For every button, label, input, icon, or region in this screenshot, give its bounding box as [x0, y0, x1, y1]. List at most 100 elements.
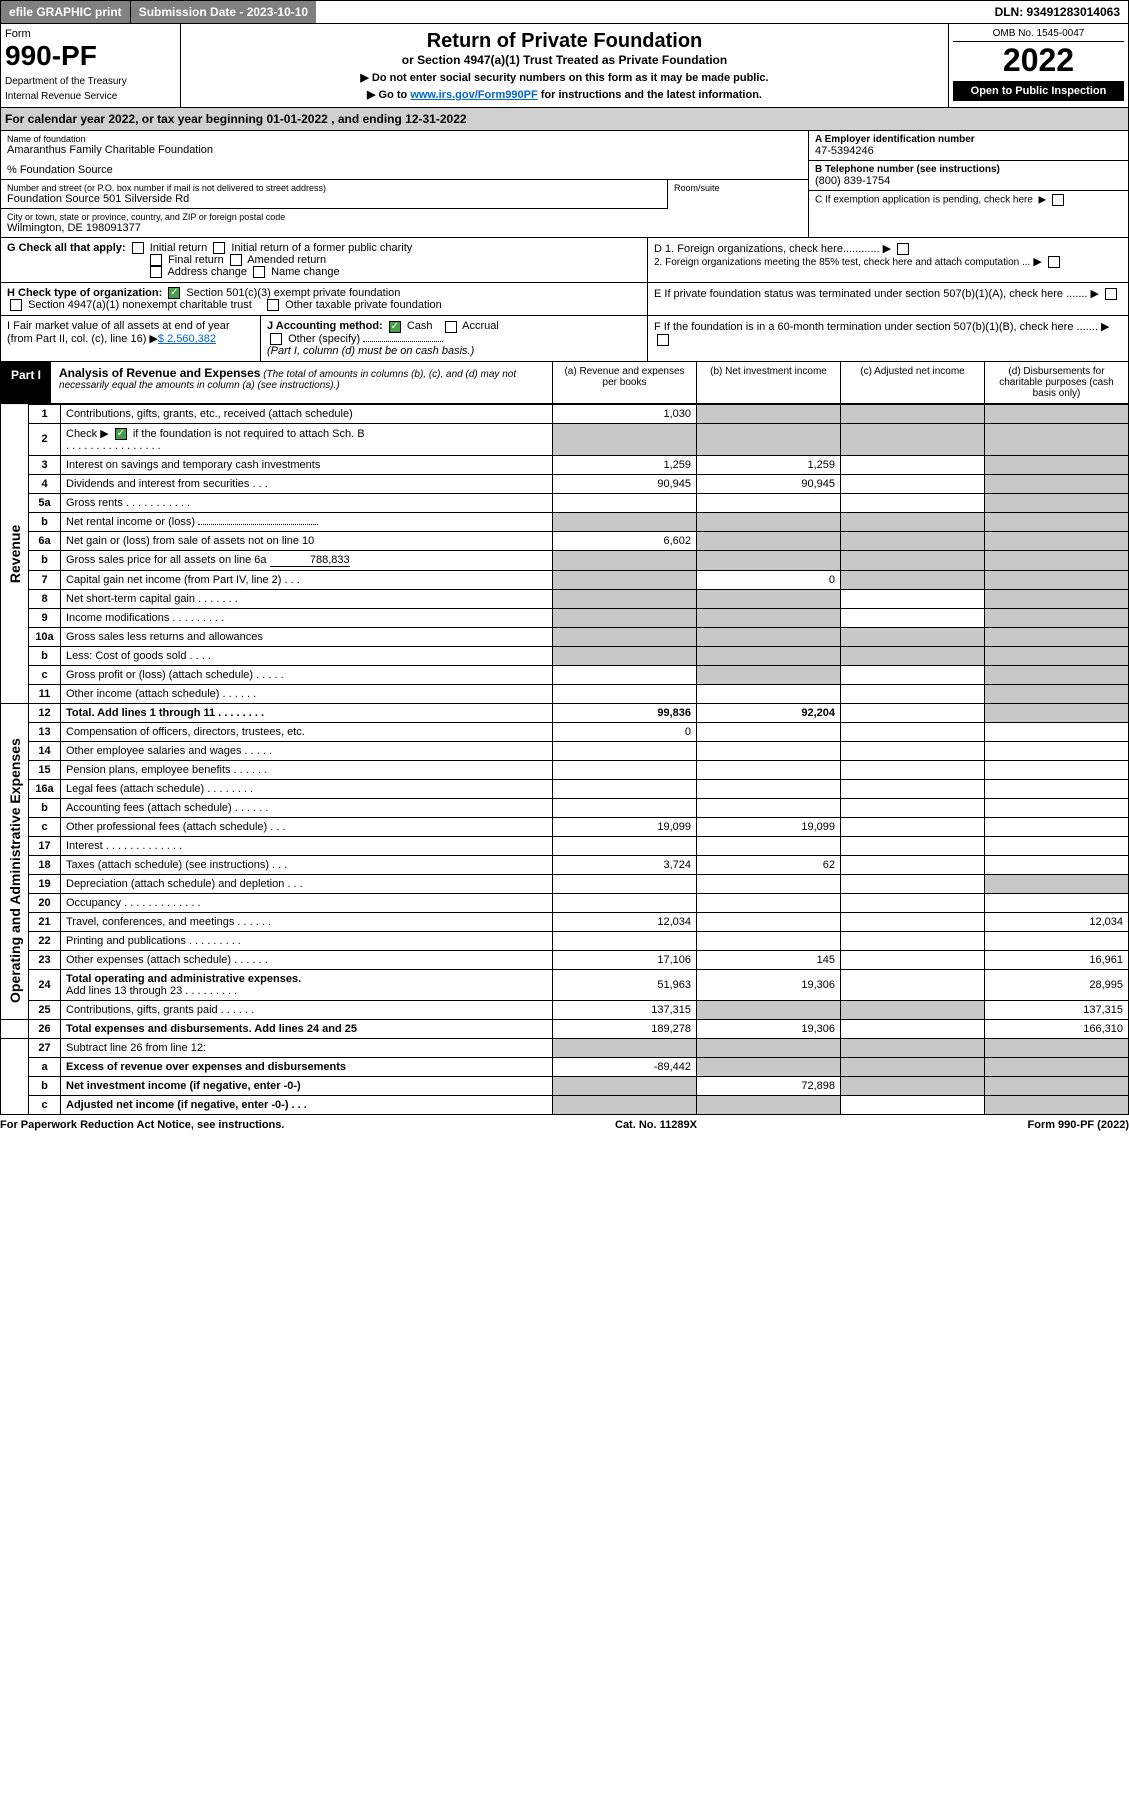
table-row: 23Other expenses (attach schedule) . . .… [1, 950, 1129, 969]
table-row: 2 Check ▶ if the foundation is not requi… [1, 423, 1129, 455]
table-row: bLess: Cost of goods sold . . . . [1, 646, 1129, 665]
j-other-checkbox[interactable] [270, 333, 282, 345]
j-cash-checkbox[interactable] [389, 321, 401, 333]
table-row: 18Taxes (attach schedule) (see instructi… [1, 855, 1129, 874]
part1-table: Revenue 1 Contributions, gifts, grants, … [0, 404, 1129, 1115]
part1-header: Part I Analysis of Revenue and Expenses … [0, 362, 1129, 404]
top-bar: efile GRAPHIC print Submission Date - 20… [0, 0, 1129, 24]
c-exemption-label: C If exemption application is pending, c… [815, 195, 1033, 206]
col-b-header: (b) Net investment income [696, 362, 840, 403]
d2-checkbox[interactable] [1048, 256, 1060, 268]
h-other-checkbox[interactable] [267, 299, 279, 311]
schb-checkbox[interactable] [115, 428, 127, 440]
table-row: 6aNet gain or (loss) from sale of assets… [1, 531, 1129, 550]
g-initial-checkbox[interactable] [132, 242, 144, 254]
part1-label: Part I [1, 362, 51, 403]
irs-label: Internal Revenue Service [5, 91, 176, 102]
care-of: % Foundation Source [7, 164, 802, 176]
table-row: 3Interest on savings and temporary cash … [1, 455, 1129, 474]
submission-date: Submission Date - 2023-10-10 [131, 1, 316, 23]
form990pf-link[interactable]: www.irs.gov/Form990PF [410, 89, 537, 101]
table-row: cOther professional fees (attach schedul… [1, 817, 1129, 836]
section-h-row: H Check type of organization: Section 50… [0, 283, 1129, 316]
phone-value: (800) 839-1754 [815, 175, 1122, 187]
form-header: Form 990-PF Department of the Treasury I… [0, 24, 1129, 108]
section-g-row: G Check all that apply: Initial return I… [0, 238, 1129, 283]
table-row: bGross sales price for all assets on lin… [1, 550, 1129, 570]
j-label: J Accounting method: [267, 320, 383, 332]
table-row: bNet rental income or (loss) [1, 512, 1129, 531]
ein-label: A Employer identification number [815, 134, 1122, 145]
paperwork-notice: For Paperwork Reduction Act Notice, see … [0, 1119, 284, 1131]
col-c-header: (c) Adjusted net income [840, 362, 984, 403]
g-addr-checkbox[interactable] [150, 266, 162, 278]
room-label: Room/suite [674, 183, 802, 193]
efile-print-btn[interactable]: efile GRAPHIC print [1, 1, 131, 23]
h-4947-checkbox[interactable] [10, 299, 22, 311]
table-row: 4Dividends and interest from securities … [1, 474, 1129, 493]
table-row: 14Other employee salaries and wages . . … [1, 741, 1129, 760]
form-number: 990-PF [5, 40, 176, 72]
j-accrual-checkbox[interactable] [445, 321, 457, 333]
d1-checkbox[interactable] [897, 243, 909, 255]
g-amended-checkbox[interactable] [230, 254, 242, 266]
table-row: 7Capital gain net income (from Part IV, … [1, 570, 1129, 589]
g-label: G Check all that apply: [7, 242, 126, 254]
table-row: bAccounting fees (attach schedule) . . .… [1, 798, 1129, 817]
f-checkbox[interactable] [657, 334, 669, 346]
g-name-checkbox[interactable] [253, 266, 265, 278]
part1-title: Analysis of Revenue and Expenses [59, 366, 260, 380]
table-row: 21Travel, conferences, and meetings . . … [1, 912, 1129, 931]
calendar-year-line: For calendar year 2022, or tax year begi… [0, 108, 1129, 131]
d1-label: D 1. Foreign organizations, check here..… [654, 243, 880, 255]
table-row: 17Interest . . . . . . . . . . . . . [1, 836, 1129, 855]
street-address: Foundation Source 501 Silverside Rd [7, 193, 661, 205]
f-label: F If the foundation is in a 60-month ter… [654, 321, 1098, 333]
dln: DLN: 93491283014063 [987, 1, 1128, 23]
info-grid: Name of foundation Amaranthus Family Cha… [0, 131, 1129, 238]
i-value-link[interactable]: $ 2,560,382 [158, 333, 216, 345]
name-label: Name of foundation [7, 134, 802, 144]
table-row: 12Total. Add lines 1 through 11 . . . . … [1, 703, 1129, 722]
table-row: 26Total expenses and disbursements. Add … [1, 1019, 1129, 1038]
ein-value: 47-5394246 [815, 145, 1122, 157]
form-label: Form [5, 28, 176, 40]
form-subtitle: or Section 4947(a)(1) Trust Treated as P… [187, 53, 942, 67]
table-row: 20Occupancy . . . . . . . . . . . . . [1, 893, 1129, 912]
cat-no: Cat. No. 11289X [615, 1119, 697, 1131]
table-row: 25Contributions, gifts, grants paid . . … [1, 1000, 1129, 1019]
table-row: Operating and Administrative Expenses 13… [1, 722, 1129, 741]
table-row: 19Depreciation (attach schedule) and dep… [1, 874, 1129, 893]
table-row: 22Printing and publications . . . . . . … [1, 931, 1129, 950]
table-row: 24Total operating and administrative exp… [1, 969, 1129, 1000]
e-checkbox[interactable] [1105, 288, 1117, 300]
city-label: City or town, state or province, country… [7, 212, 802, 222]
table-row: 8Net short-term capital gain . . . . . .… [1, 589, 1129, 608]
h-501c3-checkbox[interactable] [168, 287, 180, 299]
d2-label: 2. Foreign organizations meeting the 85%… [654, 257, 1030, 268]
table-row: 10aGross sales less returns and allowanc… [1, 627, 1129, 646]
form-title: Return of Private Foundation [187, 30, 942, 53]
goto-note: ▶ Go to www.irs.gov/Form990PF for instru… [187, 88, 942, 101]
table-row: 5aGross rents . . . . . . . . . . . [1, 493, 1129, 512]
expenses-side-label: Operating and Administrative Expenses [1, 722, 29, 1019]
page-footer: For Paperwork Reduction Act Notice, see … [0, 1115, 1129, 1135]
tax-year: 2022 [953, 42, 1124, 79]
section-ijf-row: I Fair market value of all assets at end… [0, 316, 1129, 361]
table-row: 27Subtract line 26 from line 12: [1, 1038, 1129, 1057]
h-label: H Check type of organization: [7, 287, 162, 299]
table-row: aExcess of revenue over expenses and dis… [1, 1057, 1129, 1076]
g-final-checkbox[interactable] [150, 254, 162, 266]
col-d-header: (d) Disbursements for charitable purpose… [984, 362, 1128, 403]
g-initial-former-checkbox[interactable] [213, 242, 225, 254]
addr-label: Number and street (or P.O. box number if… [7, 183, 661, 193]
table-row: 9Income modifications . . . . . . . . . [1, 608, 1129, 627]
city-state-zip: Wilmington, DE 198091377 [7, 222, 802, 234]
table-row: 11Other income (attach schedule) . . . .… [1, 684, 1129, 703]
table-row: 16aLegal fees (attach schedule) . . . . … [1, 779, 1129, 798]
foundation-name: Amaranthus Family Charitable Foundation [7, 144, 802, 156]
table-row: cAdjusted net income (if negative, enter… [1, 1095, 1129, 1114]
omb-number: OMB No. 1545-0047 [953, 28, 1124, 42]
j-note: (Part I, column (d) must be on cash basi… [267, 345, 474, 357]
c-checkbox[interactable] [1052, 194, 1064, 206]
